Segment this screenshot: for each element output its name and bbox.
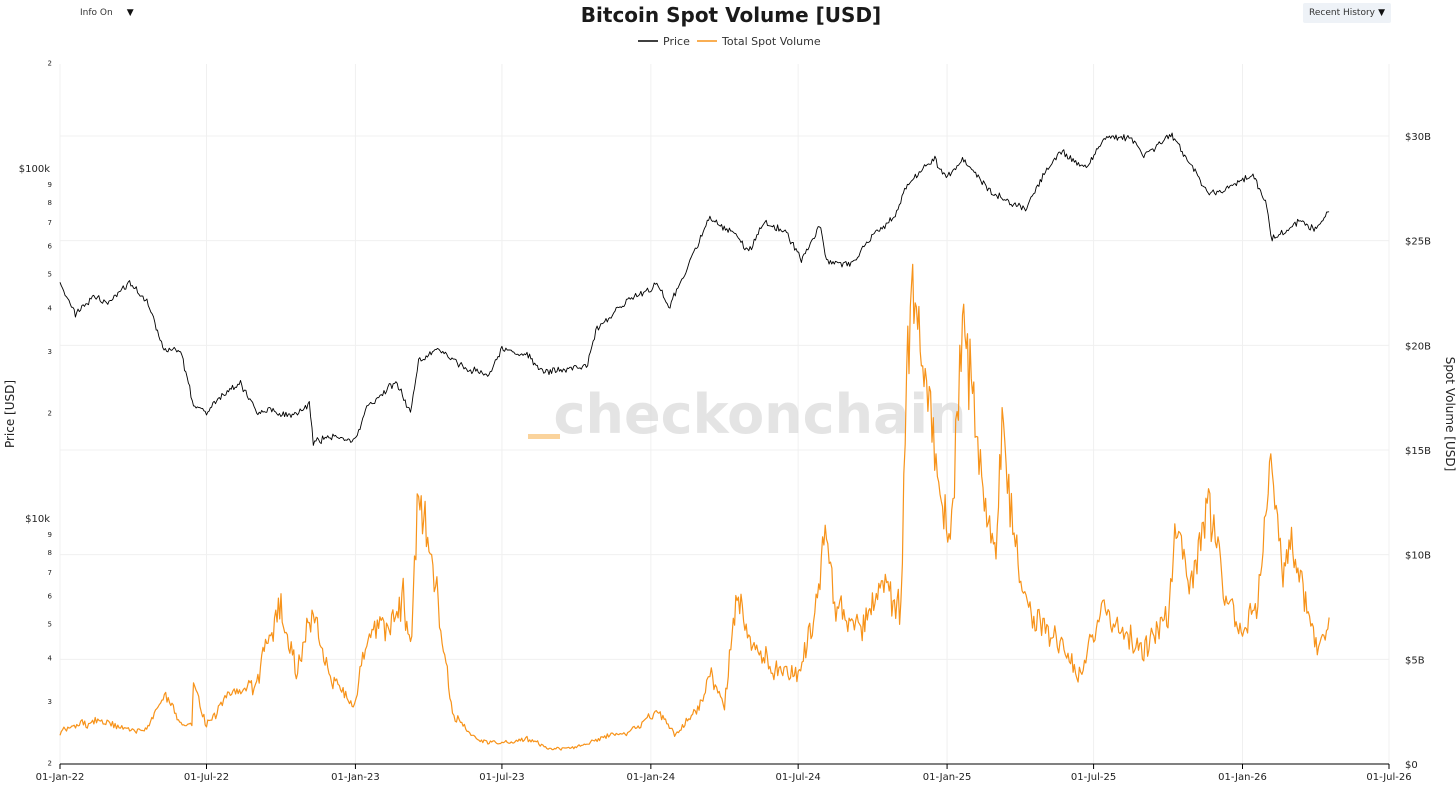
x-tick-label: 01-Jul-25 (1071, 772, 1116, 783)
series-total-spot-volume-line (59, 263, 1330, 751)
y-left-minor-tick-label: 6 (48, 243, 53, 251)
y-right-tick-label: $10B (1405, 551, 1431, 562)
legend: Price Total Spot Volume (638, 35, 821, 48)
y-right-tick-label: $5B (1405, 655, 1425, 666)
x-tick-label: 01-Jul-26 (1366, 772, 1411, 783)
y-left-tick-label: $100k (19, 164, 50, 175)
y-right-tick-label: $15B (1405, 446, 1431, 457)
watermark: checkonchain (554, 383, 967, 446)
y-left-minor-tick-label: 8 (48, 199, 52, 207)
y-left-minor-tick-label: 2 (48, 760, 52, 768)
x-tick-label: 01-Jan-26 (1218, 772, 1267, 783)
y-left-minor-tick-label: 4 (48, 654, 53, 662)
y-left-tick-label: $10k (25, 514, 50, 525)
watermark-underscore (528, 434, 560, 439)
x-tick-label: 01-Jul-22 (184, 772, 229, 783)
chart-title: Bitcoin Spot Volume [USD] (581, 3, 881, 27)
y-left-minor-tick-label: 5 (48, 620, 52, 628)
y-left-minor-tick-label: 6 (48, 593, 53, 601)
info-toggle[interactable]: Info On ▼ (80, 5, 150, 21)
x-tick-label: 01-Jan-22 (36, 772, 85, 783)
y-right-tick-label: $0 (1405, 760, 1418, 771)
y-left-minor-tick-label: 3 (48, 348, 52, 356)
y-right-tick-label: $20B (1405, 341, 1431, 352)
y-left-minor-tick-label: 7 (48, 219, 52, 227)
x-tick-label: 01-Jul-23 (479, 772, 524, 783)
y-left-minor-tick-label: 2 (48, 60, 52, 68)
info-toggle-chevron-down-icon: ▼ (126, 8, 134, 18)
series-price-line (59, 132, 1330, 446)
y-left-minor-tick-label: 8 (48, 549, 52, 557)
x-tick-label: 01-Jul-24 (776, 772, 821, 783)
y-right-axis: $0 $5B $10B $15B $20B $25B $30B (1405, 132, 1431, 771)
y-left-minor-tick-label: 9 (48, 531, 52, 539)
x-axis: 01-Jan-22 01-Jul-22 01-Jan-23 01-Jul-23 01-J… (36, 763, 1412, 783)
y-left-minor-tick-label: 5 (48, 270, 52, 278)
y-left-minor-tick-label: 2 (48, 410, 52, 418)
legend-label-0: Price (663, 35, 690, 48)
y-right-axis-title: Spot Volume [USD] (1443, 357, 1456, 472)
series-layer (59, 132, 1330, 751)
y-left-minor-tick-label: 9 (48, 181, 52, 189)
y-right-tick-label: $25B (1405, 237, 1431, 248)
info-toggle-label: Info On (80, 8, 113, 18)
x-tick-label: 01-Jan-25 (923, 772, 972, 783)
legend-label-1: Total Spot Volume (721, 35, 821, 48)
x-tick-label: 01-Jan-24 (627, 772, 676, 783)
history-select-label: Recent History (1309, 8, 1375, 18)
y-left-minor-tick-label: 7 (48, 569, 52, 577)
history-select[interactable]: Recent History ▼ (1303, 3, 1391, 23)
y-left-minor-tick-label: 4 (48, 304, 53, 312)
history-select-chevron-down-icon: ▼ (1378, 8, 1385, 18)
y-right-tick-label: $30B (1405, 132, 1431, 143)
y-left-axis-title: Price [USD] (3, 380, 17, 448)
y-left-axis: $10k $100k 2 3 4 5 6 7 8 9 2 2 3 4 5 6 7 8 9 (19, 60, 53, 768)
x-tick-label: 01-Jan-23 (331, 772, 380, 783)
y-left-minor-tick-label: 3 (48, 698, 52, 706)
